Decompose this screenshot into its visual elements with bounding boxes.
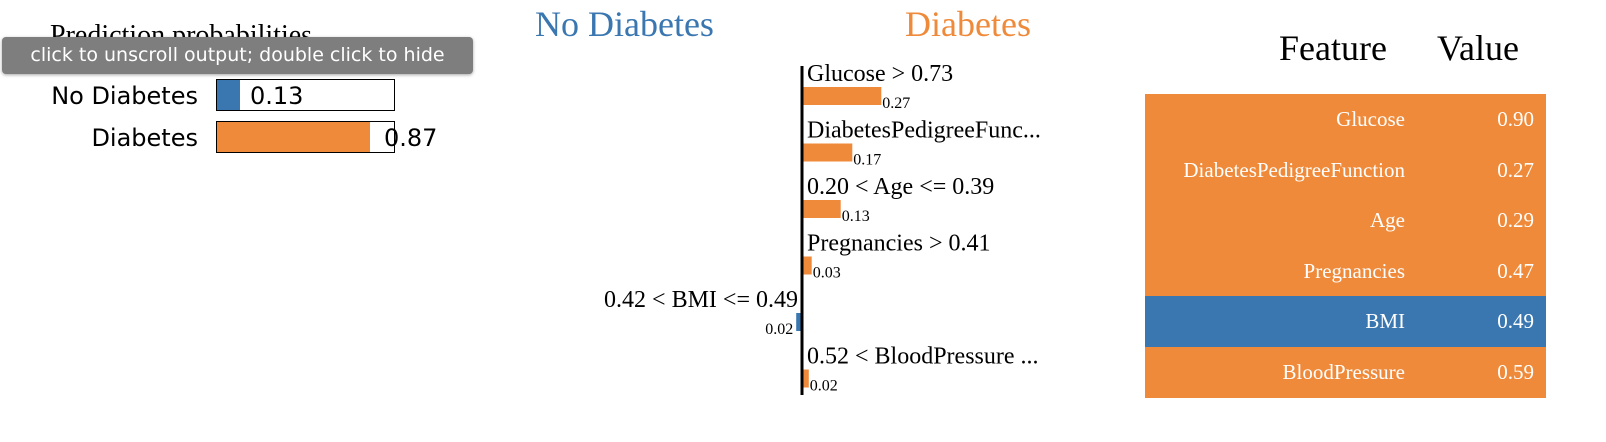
feature-value: 0.29 <box>1497 208 1534 233</box>
feature-name: Glucose <box>1336 107 1405 131</box>
probability-label: No Diabetes <box>51 82 198 110</box>
probability-value: 0.87 <box>384 124 438 152</box>
positive-class-heading: Diabetes <box>905 4 1031 44</box>
contribution-value-label: 0.02 <box>765 321 793 338</box>
probability-row-no-diabetes: No Diabetes 0.13 <box>0 79 460 113</box>
probability-bar-frame <box>216 121 395 153</box>
feature-condition-label: Glucose > 0.73 <box>807 61 953 87</box>
feature-value-table: Glucose 0.90 DiabetesPedigreeFunction 0.27 A… <box>1145 94 1546 398</box>
contribution-value-label: 0.13 <box>842 208 870 225</box>
contribution-bar <box>803 256 812 275</box>
probability-bar-fill <box>217 80 240 110</box>
feature-name: Pregnancies <box>1303 258 1405 283</box>
contribution-value-label: 0.27 <box>882 95 910 112</box>
feature-condition-label: Pregnancies > 0.41 <box>807 231 991 257</box>
feature-name: Age <box>1370 208 1405 233</box>
value-column-header: Value <box>1437 28 1519 68</box>
feature-name: BMI <box>1365 309 1405 334</box>
feature-value: 0.49 <box>1497 309 1534 334</box>
probability-bar-frame <box>216 79 395 111</box>
feature-table-row: Glucose 0.90 <box>1145 94 1546 145</box>
probability-label: Diabetes <box>91 124 198 152</box>
contribution-bar <box>803 369 809 388</box>
feature-condition-label: 0.20 < Age <= 0.39 <box>807 174 994 200</box>
contribution-value-label: 0.17 <box>853 152 881 169</box>
feature-value: 0.90 <box>1497 107 1534 131</box>
feature-table-row: BMI 0.49 <box>1145 296 1546 347</box>
feature-condition-label: DiabetesPedigreeFunc... <box>807 118 1041 144</box>
probability-row-diabetes: Diabetes 0.87 <box>0 121 460 155</box>
feature-value: 0.27 <box>1497 157 1534 182</box>
feature-table-row: BloodPressure 0.59 <box>1145 346 1546 398</box>
feature-name: BloodPressure <box>1282 359 1406 384</box>
contribution-bar <box>803 200 841 218</box>
contribution-bar <box>796 313 802 331</box>
probability-bar-fill <box>217 122 371 152</box>
feature-condition-label: 0.42 < BMI <= 0.49 <box>604 287 798 313</box>
feature-value: 0.47 <box>1497 258 1534 283</box>
feature-column-header: Feature <box>1279 28 1387 68</box>
feature-contribution-chart: Glucose > 0.73 0.27 DiabetesPedigreeFunc..… <box>604 61 1041 395</box>
contribution-value-label: 0.03 <box>813 265 841 282</box>
unscroll-output-tooltip[interactable]: click to unscroll output; double click t… <box>2 37 473 74</box>
contribution-bar <box>803 143 853 162</box>
probability-value: 0.13 <box>250 82 304 110</box>
negative-class-heading: No Diabetes <box>535 4 714 44</box>
feature-table-row: Pregnancies 0.47 <box>1145 245 1546 297</box>
contribution-value-label: 0.02 <box>810 378 838 395</box>
contribution-bar <box>803 87 882 105</box>
feature-name: DiabetesPedigreeFunction <box>1183 157 1405 182</box>
feature-table-row: Age 0.29 <box>1145 195 1546 246</box>
feature-table-row: DiabetesPedigreeFunction 0.27 <box>1145 144 1546 196</box>
feature-value: 0.59 <box>1497 359 1534 384</box>
feature-condition-label: 0.52 < BloodPressure ... <box>807 344 1039 370</box>
